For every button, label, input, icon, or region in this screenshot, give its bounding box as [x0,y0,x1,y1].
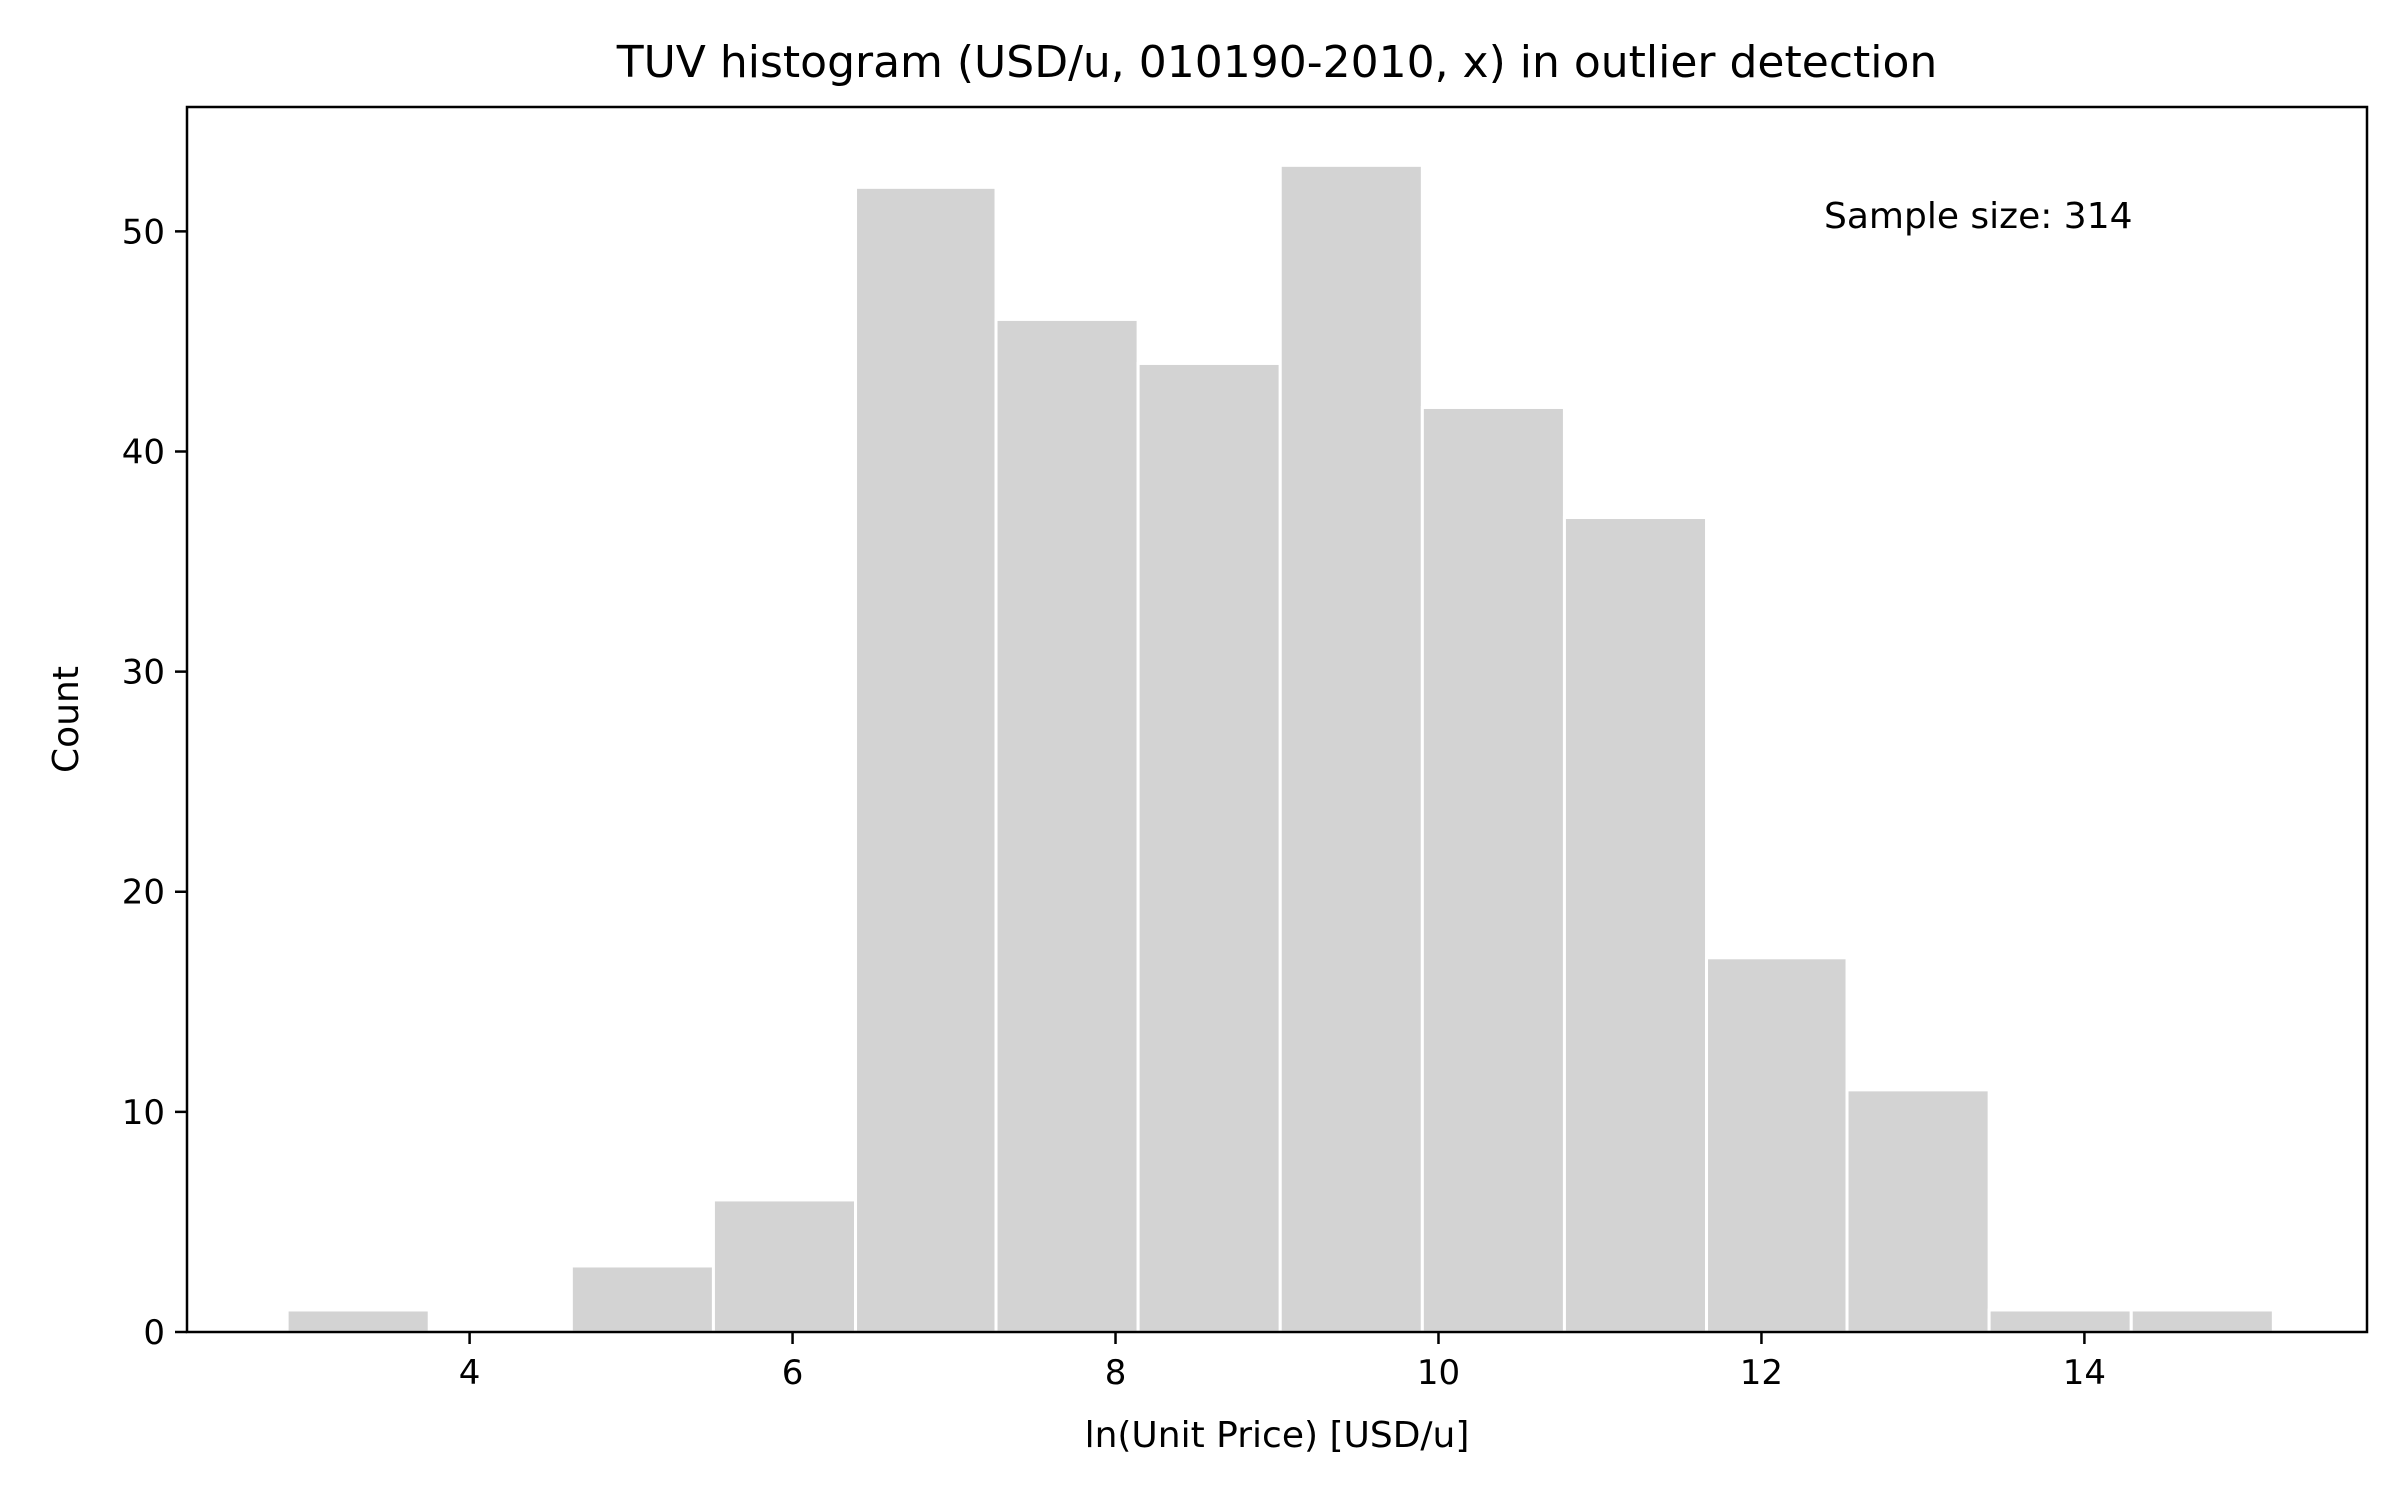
histogram-bar [1845,1088,1991,1334]
sample-size-annotation: Sample size: 314 [1824,196,2133,237]
histogram-bar [711,1198,858,1334]
x-axis-label: ln(Unit Price) [USD/u] [1085,1415,1470,1456]
histogram-bar [1420,405,1566,1334]
bars-layer [285,163,2275,1334]
histogram-bar [1562,516,1709,1334]
plot-frame [185,105,2369,1334]
x-tick-label: 6 [782,1353,804,1393]
y-axis-label: Count [46,666,87,773]
x-tick-label: 14 [2063,1353,2106,1393]
histogram-bar [1278,163,1424,1334]
y-tick-label: 20 [122,873,165,913]
histogram-bar [2129,1308,2275,1334]
histogram-bar [854,185,998,1334]
x-tick-label: 8 [1105,1353,1127,1393]
x-tick-label: 4 [459,1353,481,1393]
ticks-layer: 4 6 8 10 12 14 0 10 20 30 40 50 [122,212,2106,1393]
y-tick-label: 10 [122,1093,165,1133]
histogram-bar [1705,956,1849,1334]
histogram-bar [1987,1308,2133,1334]
histogram-bar [1136,361,1282,1334]
y-tick-label: 30 [122,653,165,693]
chart-title: TUV histogram (USD/u, 010190-2010, x) in… [616,37,1938,88]
y-tick-label: 0 [143,1313,165,1353]
x-tick-label: 10 [1417,1353,1460,1393]
y-tick-label: 40 [122,432,165,472]
x-tick-label: 12 [1740,1353,1783,1393]
histogram-bar [569,1264,715,1334]
y-tick-label: 50 [122,212,165,252]
histogram-bar [994,317,1140,1334]
histogram-bar [285,1308,431,1334]
